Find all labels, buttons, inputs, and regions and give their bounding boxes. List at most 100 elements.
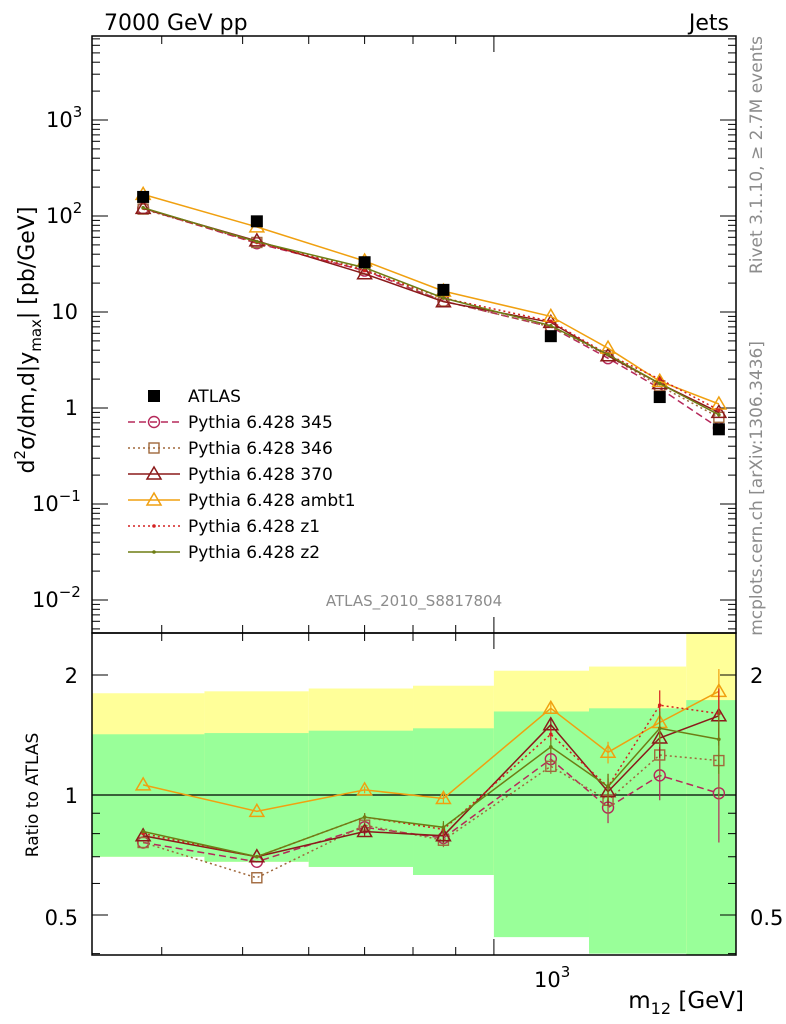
ratio-point-3-2: [356, 781, 373, 796]
main-point-3-7: [710, 403, 728, 419]
main-point-3-0: [134, 199, 152, 215]
legend-marker-4: [145, 491, 163, 506]
ratio-point-2-0: [134, 827, 152, 842]
band-1sigma-3: [413, 728, 494, 875]
main-point-6-4: [549, 323, 553, 328]
ratio-bands: [92, 633, 736, 955]
ratio-point-3-0: [134, 776, 152, 791]
main-line-6: [142, 206, 720, 416]
ratio-point-5-7: [717, 737, 721, 742]
legend-label-6: Pythia 6.428 z2: [188, 543, 320, 563]
ratio-point-5-5: [606, 784, 610, 789]
legend-label-5: Pythia 6.428 z1: [188, 517, 320, 537]
main-point-6-6: [657, 381, 662, 386]
atlas-point-5: [653, 391, 666, 404]
ratio-point-3-4: [542, 699, 560, 715]
band-1sigma-2: [308, 730, 414, 867]
atlas-point-3: [437, 283, 450, 296]
x-axis-label: m12 [GeV]: [628, 988, 744, 1018]
main-point-6-3: [441, 296, 446, 300]
ratio-line-0: [142, 758, 720, 863]
ratio-y-axis-label: Ratio to ATLAS: [23, 733, 43, 858]
ratio-point-1-1: [251, 872, 263, 884]
main-point-5-6: [657, 377, 662, 381]
ratio-point-5-6: [657, 726, 662, 731]
ratio-line-5: [142, 727, 720, 858]
legend-label-0: ATLAS: [188, 387, 241, 407]
main-point-3-3: [435, 293, 452, 308]
analysis-id: ATLAS_2010_S8817804: [326, 592, 502, 611]
legend-marker-1: [147, 415, 161, 429]
ratio-point-5-2: [362, 815, 367, 819]
band-1sigma-6: [686, 700, 736, 955]
ratio-point-5-0: [141, 829, 145, 834]
legend-label-1: Pythia 6.428 345: [188, 413, 333, 433]
ratio-point-1-4: [545, 760, 557, 773]
legend-marker-atlas: [148, 390, 160, 402]
ratio-line-3: [142, 690, 720, 813]
legend-marker-5: [152, 524, 156, 528]
legend-marker-3: [145, 465, 163, 480]
ratio-ytick-2-right: 2: [750, 664, 763, 688]
mcplots-reference-text: mcplots.cern.ch [arXiv:1306.3436]: [747, 341, 767, 636]
ratio-point-3-3: [435, 790, 452, 805]
ytick-1: 1: [65, 396, 78, 420]
ratio-point-2-3: [435, 827, 452, 842]
atlas-point-0: [137, 190, 150, 203]
atlas-point-4: [544, 330, 557, 343]
main-point-5-2: [362, 268, 367, 273]
ratio-line-2: [142, 715, 720, 858]
ratio-point-4-4: [549, 732, 553, 737]
atlas-point-2: [358, 256, 371, 269]
ratio-ytick-0.5: 0.5: [45, 906, 78, 930]
main-y-tick-labels: 103 102 10 1 10−1 10−2: [32, 103, 82, 612]
ytick-100: 102: [46, 199, 82, 228]
atlas-point-1: [250, 215, 263, 228]
ratio-point-5-3: [441, 825, 446, 830]
legend-marker-2: [148, 442, 160, 454]
ytick-10: 10: [51, 300, 78, 324]
header-right: Jets: [687, 11, 729, 36]
main-point-5-4: [549, 319, 553, 324]
main-axis-ticks: [92, 36, 736, 633]
main-point-6-7: [717, 412, 721, 417]
ratio-point-3-1: [248, 802, 266, 818]
ratio-point-1-0: [137, 836, 149, 849]
main-line-4: [142, 193, 720, 405]
legend-label-2: Pythia 6.428 346: [188, 439, 333, 459]
legend-marker-6: [152, 550, 156, 554]
ratio-point-2-2: [356, 822, 373, 838]
main-line-5: [142, 207, 720, 411]
ratio-ytick-1: 1: [65, 784, 78, 808]
main-point-6-0: [141, 205, 145, 210]
atlas-point-6: [712, 423, 725, 436]
main-point-4-7: [710, 395, 728, 410]
main-y-axis-label: d2σ/dm,d|ymax| [pb/GeV]: [11, 207, 45, 474]
ratio-plot-series: [134, 669, 728, 884]
ytick-0.1: 10−1: [32, 487, 81, 516]
main-plot-series: [134, 185, 728, 436]
ytick-1000: 103: [46, 103, 82, 132]
main-point-6-1: [255, 239, 259, 244]
ratio-ytick-2: 2: [65, 664, 78, 688]
band-1sigma-1: [204, 733, 309, 862]
band-1sigma-5: [589, 708, 687, 954]
rivet-version-text: Rivet 3.1.10, ≥ 2.7M events: [747, 36, 767, 274]
main-line-3: [142, 207, 720, 414]
ytick-0.01: 10−2: [32, 583, 81, 612]
ratio-point-4-6: [657, 703, 662, 707]
ratio-point-5-1: [255, 854, 259, 859]
band-1sigma-4: [493, 711, 590, 938]
legend: ATLAS Pythia 6.428 345 Pythia 6.428 346 Pyt…: [128, 387, 356, 563]
ratio-ytick-0.5-right: 0.5: [750, 906, 783, 930]
legend-label-4: Pythia 6.428 ambt1: [188, 491, 356, 511]
main-point-3-5: [599, 347, 617, 362]
main-point-3-2: [356, 265, 373, 280]
ratio-point-5-4: [549, 745, 553, 749]
ratio-plot-frame: [91, 632, 737, 956]
legend-label-3: Pythia 6.428 370: [188, 465, 333, 485]
ratio-point-3-5: [599, 743, 617, 759]
main-line-1: [142, 207, 720, 429]
main-point-6-5: [606, 352, 610, 357]
